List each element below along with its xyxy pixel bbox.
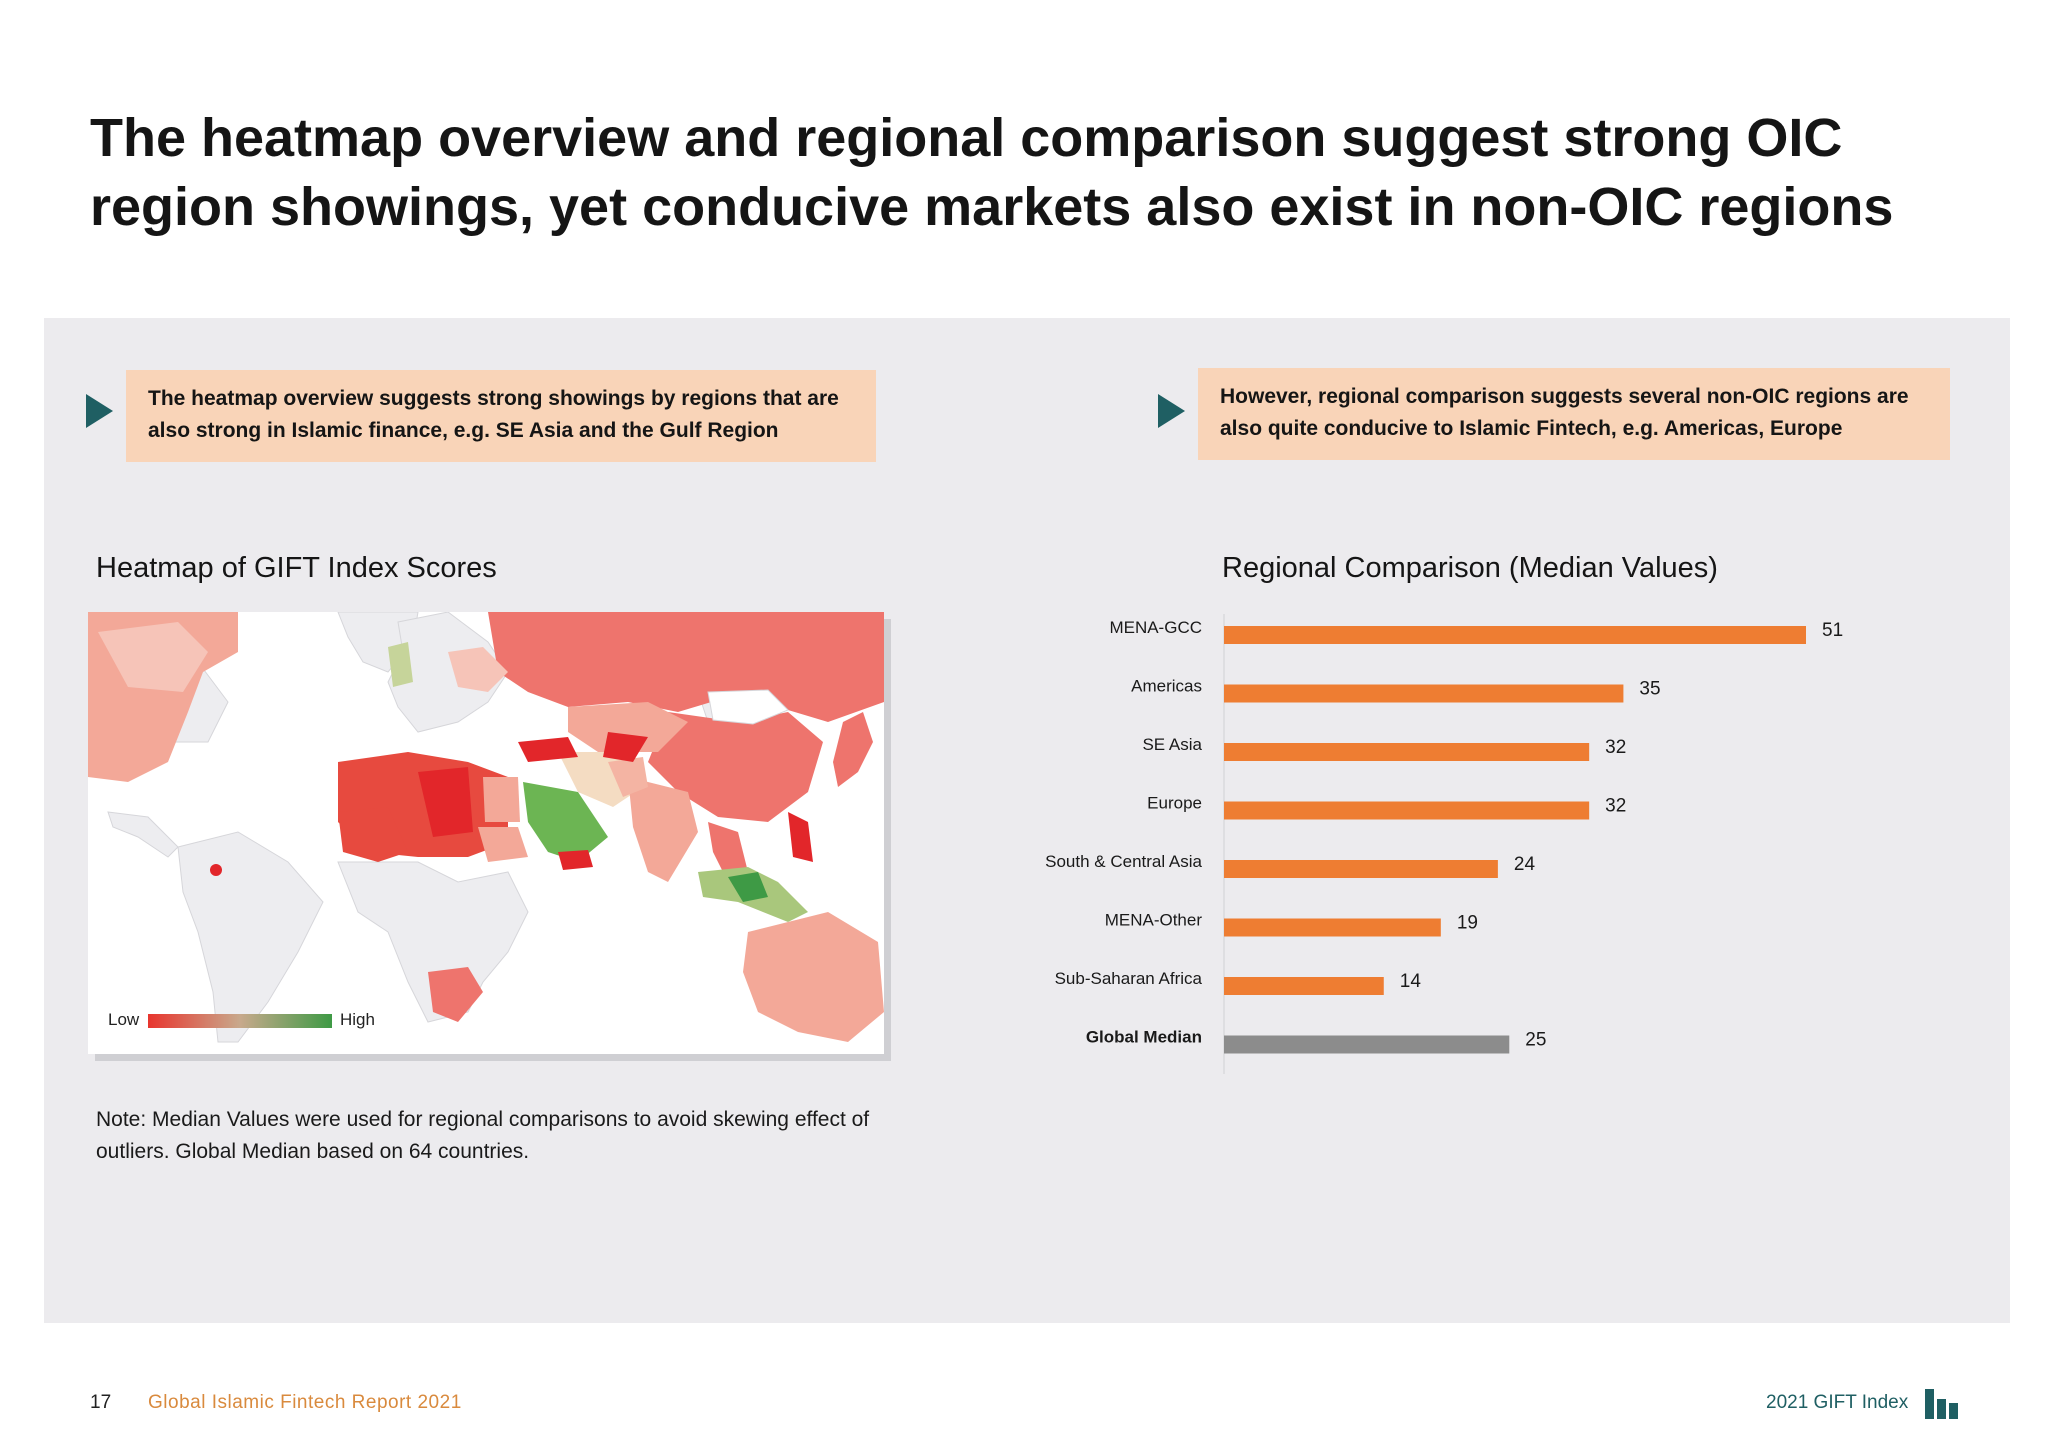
bar: [1224, 918, 1441, 937]
play-arrow-icon: [1158, 394, 1185, 428]
bar: [1224, 1035, 1510, 1054]
data-label: 19: [1457, 913, 1478, 934]
legend-gradient-bar: [148, 1014, 332, 1028]
bar: [1224, 860, 1498, 878]
bar: [1224, 626, 1806, 644]
legend-high-label: High: [340, 1010, 375, 1029]
note-text: Note: Median Values were used for region…: [96, 1108, 870, 1163]
data-label: 24: [1514, 854, 1536, 875]
report-title: Global Islamic Fintech Report 2021: [148, 1392, 462, 1413]
bar: [1224, 743, 1590, 761]
bar: [1224, 977, 1384, 995]
category-label: Americas: [1131, 677, 1202, 696]
data-label: 14: [1400, 971, 1422, 992]
data-label: 51: [1822, 620, 1843, 641]
data-label: 32: [1605, 796, 1626, 817]
page-number: 17: [90, 1392, 112, 1413]
data-label: 35: [1639, 679, 1660, 700]
data-label: 25: [1525, 1030, 1546, 1051]
category-label: MENA-Other: [1105, 911, 1203, 930]
bar-chart-logo-icon: [1925, 1389, 1961, 1421]
heatmap-title: Heatmap of GIFT Index Scores: [96, 552, 497, 584]
brand-label: 2021 GIFT Index: [1766, 1392, 1909, 1413]
bar: [1224, 684, 1624, 703]
chart-title: Regional Comparison (Median Values): [1222, 552, 1718, 584]
category-label: Europe: [1147, 794, 1202, 813]
category-label: South & Central Asia: [1045, 852, 1202, 871]
world-map-graphic: [88, 612, 884, 1043]
play-arrow-icon: [86, 394, 113, 428]
data-label: 32: [1605, 737, 1626, 758]
bar: [1224, 801, 1590, 820]
category-label: SE Asia: [1142, 735, 1202, 754]
category-label: Sub-Saharan Africa: [1055, 969, 1203, 988]
heatmap-world-map: Low High: [88, 612, 884, 1054]
callout-right: However, regional comparison suggests se…: [1198, 368, 1950, 460]
bar-chart-svg: MENA-GCC 51 Americas 35 SE Asia 32 Europe 32 Sou…: [1045, 614, 1843, 1074]
callout-left: The heatmap overview suggests strong sho…: [126, 370, 876, 462]
category-label: MENA-GCC: [1109, 618, 1202, 637]
legend-low-label: Low: [108, 1010, 140, 1029]
regional-comparison-chart: MENA-GCC 51 Americas 35 SE Asia 32 Europe 32 Sou…: [960, 610, 1960, 1095]
category-label: Global Median: [1086, 1028, 1202, 1047]
page-title: The heatmap overview and regional compar…: [90, 108, 1894, 237]
